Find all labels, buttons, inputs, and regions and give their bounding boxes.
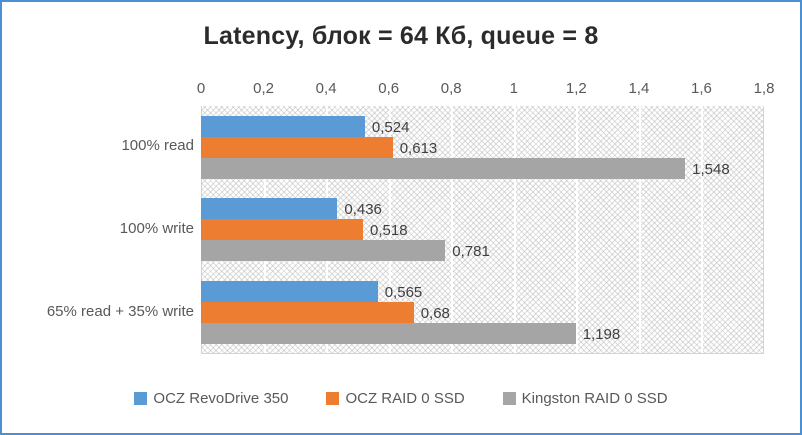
bar[interactable] — [201, 240, 446, 262]
bar-group: 0,524 0,613 1,548 — [201, 106, 763, 189]
bar-value-label: 0,518 — [370, 222, 408, 240]
legend-label: OCZ RevoDrive 350 — [153, 390, 289, 407]
gridline — [451, 106, 454, 353]
bar[interactable] — [201, 219, 364, 241]
x-tick-label: 0,4 — [315, 80, 337, 97]
gridline — [513, 106, 516, 353]
bar[interactable] — [201, 302, 414, 324]
bar[interactable] — [201, 281, 378, 303]
category-axis-labels: 100% read 100% write 65% read + 35% write — [2, 106, 194, 354]
chart-title: Latency, блок = 64 Кб, queue = 8 — [203, 22, 599, 50]
legend-item[interactable]: Kingston RAID 0 SSD — [502, 390, 668, 407]
gridline — [388, 106, 391, 353]
legend-swatch-icon — [326, 392, 340, 405]
bar-value-label: 0,613 — [399, 139, 438, 157]
bar[interactable] — [201, 323, 576, 345]
bar-group: 0,436 0,518 0,781 — [201, 189, 763, 272]
legend-swatch-icon — [134, 392, 148, 405]
gridline — [764, 106, 766, 353]
legend-item[interactable]: OCZ RevoDrive 350 — [134, 390, 288, 407]
bar-value-label: 0,565 — [384, 284, 423, 302]
bar-value-label: 1,548 — [692, 160, 730, 178]
bar-value-label: 0,524 — [371, 118, 410, 136]
bar[interactable] — [201, 198, 338, 220]
bar-value-label: 0,781 — [452, 243, 490, 261]
legend-swatch-icon — [502, 392, 516, 405]
legend-label: Kingston RAID 0 SSD — [521, 390, 668, 407]
x-tick-label: 0 — [196, 80, 206, 97]
bar-value-label: 0,436 — [344, 201, 382, 219]
category-label: 100% read — [121, 137, 194, 155]
gridline — [576, 106, 579, 353]
x-tick-label: 0,2 — [253, 80, 274, 97]
gridline — [701, 106, 704, 353]
bar[interactable] — [201, 136, 393, 158]
x-tick-label: 0,8 — [440, 80, 462, 97]
x-tick-label: 1,6 — [691, 80, 712, 97]
bar-group: 0,565 0,68 1,198 — [201, 271, 763, 354]
x-tick-label: 1,4 — [628, 80, 650, 97]
x-tick-label: 1,8 — [753, 80, 775, 97]
gridline — [638, 106, 641, 353]
bar[interactable] — [201, 157, 686, 179]
plot-area: 0,524 0,613 1,548 0,436 0,518 0,781 0,565 0,68 1… — [201, 106, 766, 354]
bar-value-label: 0,68 — [420, 305, 450, 323]
x-tick-label: 1,2 — [565, 80, 587, 97]
legend-item[interactable]: OCZ RAID 0 SSD — [326, 390, 465, 407]
category-label: 65% read + 35% write — [46, 302, 194, 320]
x-tick-label: 1 — [509, 80, 518, 97]
bar[interactable] — [201, 115, 365, 137]
bar-value-label: 1,198 — [582, 326, 621, 344]
x-tick-label: 0,6 — [378, 80, 400, 97]
x-axis-tick-labels: 0 0,2 0,4 0,6 0,8 1 1,2 1,4 1,6 1,8 — [197, 80, 775, 102]
legend-label: OCZ RAID 0 SSD — [345, 390, 465, 407]
chart-legend: OCZ RevoDrive 350 OCZ RAID 0 SSD Kingston … — [2, 390, 800, 407]
category-label: 100% write — [119, 220, 194, 237]
